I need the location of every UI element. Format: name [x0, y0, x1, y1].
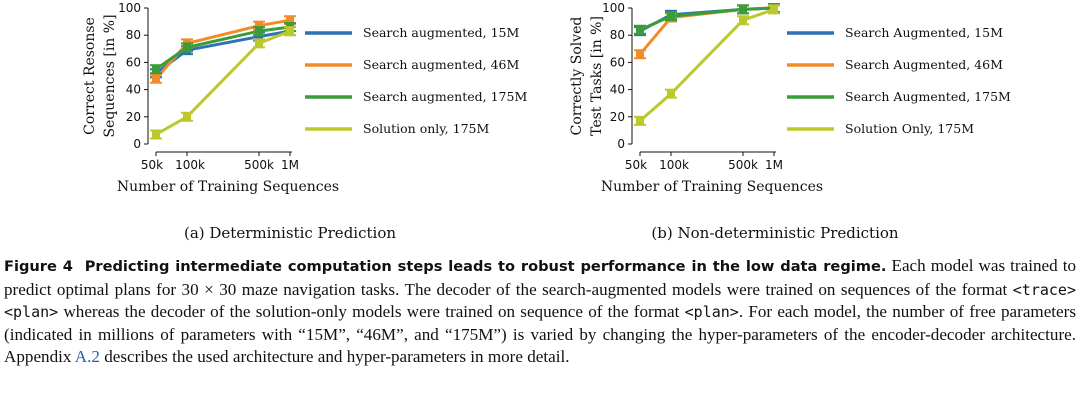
- data-point: [636, 50, 644, 59]
- y-axis-title: Correct Resonse: [82, 17, 98, 135]
- x-tick-label: 1M: [281, 158, 299, 172]
- legend-label: Search augmented, 175M: [363, 89, 527, 104]
- x-tick-label: 50k: [625, 158, 647, 172]
- data-point: [254, 27, 263, 36]
- x-tick-label: 50k: [141, 158, 163, 172]
- x-tick-label: 1M: [765, 158, 783, 172]
- subcaption: (b) Non-deterministic Prediction: [651, 224, 898, 242]
- x-tick-label: 100k: [175, 158, 205, 172]
- legend-label: Search augmented, 15M: [363, 25, 519, 40]
- figure-caption: Figure 4 Predicting intermediate computa…: [4, 255, 1076, 369]
- data-point: [152, 130, 160, 139]
- data-point: [667, 12, 676, 21]
- y-tick-label: 20: [126, 110, 141, 124]
- y-tick-label: 60: [126, 55, 141, 69]
- legend-label: Search Augmented, 175M: [845, 89, 1011, 104]
- data-point: [152, 65, 160, 74]
- series-line: [639, 6, 775, 32]
- y-axis-title: Test Tasks [in %]: [589, 16, 605, 136]
- x-tick-label: 500k: [244, 158, 274, 172]
- y-tick-label: 0: [133, 137, 141, 151]
- caption-text-3: . For each model, the number of free par…: [4, 302, 1076, 366]
- legend-label: Solution Only, 175M: [845, 121, 974, 136]
- y-tick-label: 40: [126, 83, 141, 97]
- data-point: [286, 16, 294, 25]
- y-axis-title: Correctly Solved: [569, 17, 585, 136]
- series-line: [155, 25, 291, 71]
- legend-label: Search Augmented, 15M: [845, 25, 1003, 40]
- data-point: [152, 74, 160, 83]
- x-tick-label: 100k: [659, 158, 689, 172]
- legend-label: Solution only, 175M: [363, 121, 489, 136]
- x-tick-label: 500k: [728, 158, 758, 172]
- caption-code-trace-plan: <trace><plan>: [4, 280, 1076, 322]
- data-point: [286, 27, 294, 36]
- caption-code-plan: <plan>: [684, 303, 739, 321]
- data-point: [183, 112, 192, 121]
- caption-figure-label: Figure 4: [4, 258, 73, 275]
- series-line: [155, 29, 291, 75]
- x-axis-title: Number of Training Sequences: [601, 179, 823, 195]
- data-point: [254, 39, 263, 48]
- y-tick-label: 0: [617, 137, 625, 151]
- data-point: [183, 43, 192, 52]
- y-tick-label: 100: [118, 1, 141, 15]
- caption-text-2: whereas the decoder of the solution-only…: [63, 302, 680, 321]
- figure-charts: 0 20 40 60 80 100 50k 100k 500k 1M Number of Train…: [82, 1, 1011, 242]
- y-tick-label: 100: [602, 1, 625, 15]
- y-tick-label: 80: [126, 28, 141, 42]
- caption-text-4: describes the used architecture and hype…: [104, 347, 570, 366]
- caption-bold-title: Predicting intermediate computation step…: [84, 258, 887, 275]
- panel-a-deterministic: 0 20 40 60 80 100 50k 100k 500k 1M Number of Train…: [82, 1, 527, 242]
- y-tick-label: 40: [610, 83, 625, 97]
- y-tick-label: 60: [610, 55, 625, 69]
- caption-text-1: Each model was trained to predict optima…: [4, 256, 1077, 299]
- data-point: [667, 89, 676, 98]
- data-point: [636, 25, 644, 34]
- legend-label: Search Augmented, 46M: [845, 57, 1003, 72]
- series-line: [155, 29, 291, 136]
- data-point: [636, 116, 644, 125]
- y-tick-label: 20: [610, 110, 625, 124]
- data-point: [738, 16, 747, 25]
- data-point: [254, 32, 263, 41]
- panel-b-nondeterministic: 0 20 40 60 80 100 50k 100k 500k 1M Number of Train…: [569, 1, 1011, 242]
- subcaption: (a) Deterministic Prediction: [184, 224, 396, 242]
- data-point: [770, 5, 778, 14]
- y-axis-title: Sequences [in %]: [102, 14, 118, 137]
- y-tick-label: 80: [610, 28, 625, 42]
- data-point: [738, 5, 747, 14]
- series-line: [154, 18, 291, 80]
- data-point: [254, 21, 263, 30]
- appendix-link[interactable]: A.2: [74, 347, 100, 366]
- x-axis-title: Number of Training Sequences: [117, 179, 339, 195]
- legend-label: Search augmented, 46M: [363, 57, 519, 72]
- series-line: [639, 7, 775, 123]
